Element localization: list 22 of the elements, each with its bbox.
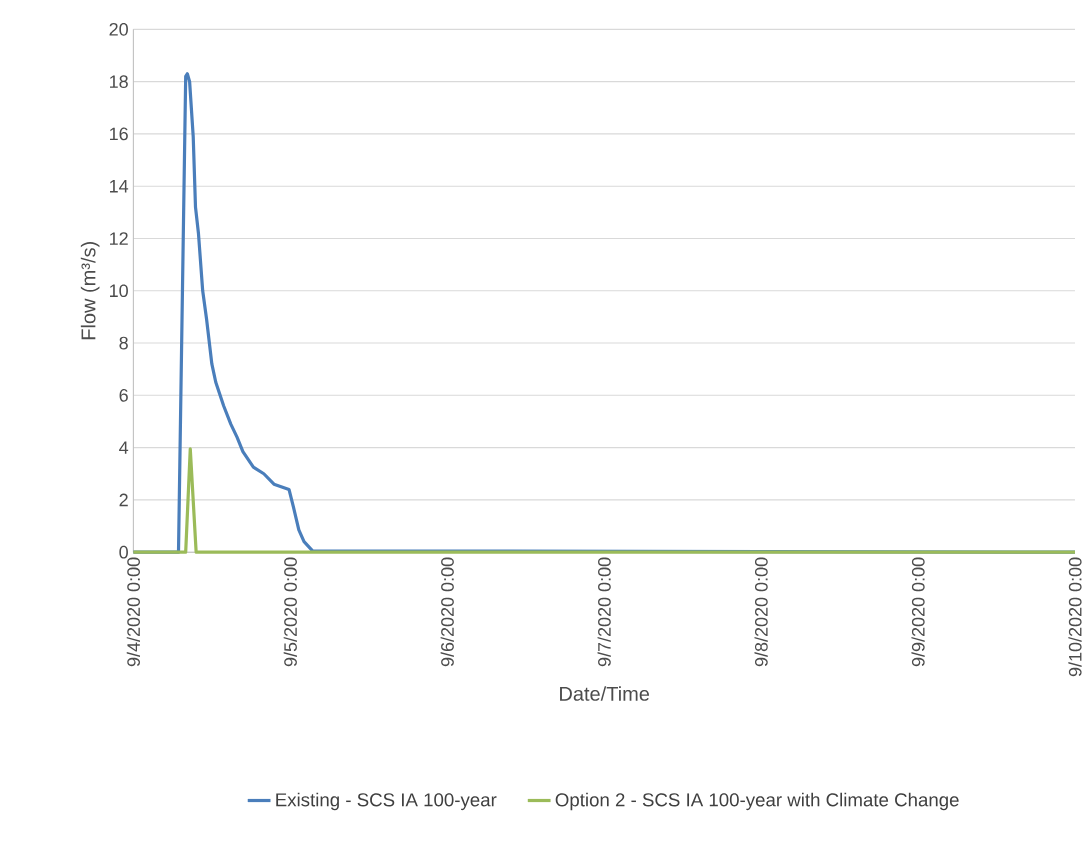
x-tick-label: 9/9/2020 0:00 (911, 557, 925, 667)
legend-label: Existing - SCS IA 100-year (276, 792, 497, 811)
x-tick-label: 9/7/2020 0:00 (597, 557, 611, 667)
y-tick-label: 10 (110, 284, 128, 297)
x-tick-label: 9/6/2020 0:00 (440, 557, 454, 667)
x-axis-title: Date/Time (560, 686, 650, 701)
x-tick-label: 9/5/2020 0:00 (283, 557, 297, 667)
y-tick-label: 16 (110, 127, 128, 141)
y-tick-label: 4 (119, 441, 129, 454)
y-tick-label: 20 (109, 22, 128, 36)
x-tick-label: 9/10/2020 0:00 (1068, 557, 1082, 677)
y-tick-label: 6 (119, 388, 128, 402)
x-tick-label: 9/8/2020 0:00 (754, 557, 768, 667)
legend-label: Option 2 - SCS IA 100-year with Climate Change (555, 792, 959, 811)
y-tick-label: 2 (119, 493, 128, 507)
y-axis-title: Flow (m³/s) (80, 241, 100, 339)
x-tick-label: 9/4/2020 0:00 (126, 557, 140, 667)
y-tick-label: 8 (119, 336, 128, 350)
y-tick-label: 0 (119, 545, 128, 559)
y-tick-label: 14 (110, 179, 129, 193)
y-tick-label: 12 (110, 232, 128, 245)
y-tick-label: 18 (110, 75, 128, 88)
